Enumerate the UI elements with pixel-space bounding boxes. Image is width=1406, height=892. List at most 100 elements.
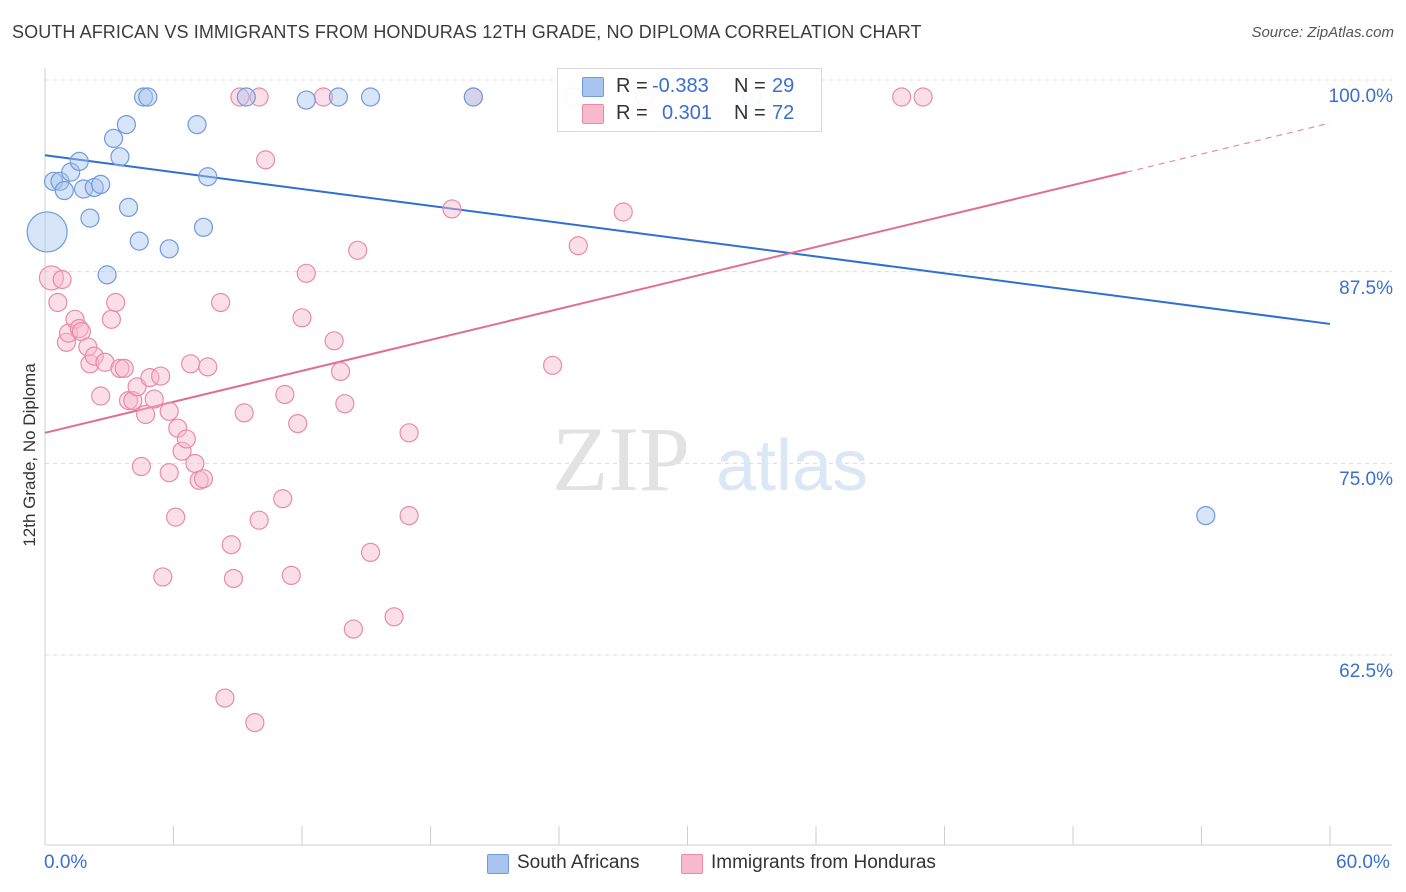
point-honduras: [221, 535, 241, 555]
point-south-africans: [159, 239, 179, 259]
point-honduras: [613, 202, 633, 222]
point-honduras: [144, 389, 164, 409]
legend-r-value: 0.301: [662, 102, 713, 124]
point-south-africans: [116, 114, 136, 135]
y-tick-label: 87.5%: [1339, 277, 1393, 299]
point-south-africans: [80, 208, 100, 228]
point-honduras: [255, 150, 276, 170]
point-honduras: [114, 358, 134, 378]
axes: [44, 68, 1392, 846]
legend-r-value: -0.383: [652, 75, 709, 97]
point-honduras: [118, 391, 139, 411]
y-tick-label: 75.0%: [1339, 469, 1393, 491]
point-honduras: [211, 292, 231, 313]
point-honduras: [292, 308, 312, 328]
point-south-africans: [296, 90, 316, 110]
point-honduras: [296, 263, 316, 283]
point-honduras: [181, 354, 201, 374]
point-honduras: [215, 688, 235, 708]
point-south-africans: [1196, 505, 1216, 526]
point-south-africans: [187, 114, 207, 135]
point-honduras: [65, 309, 85, 329]
point-south-africans: [236, 87, 256, 107]
point-honduras: [281, 565, 301, 586]
point-honduras: [106, 292, 126, 313]
point-honduras: [399, 423, 419, 443]
point-honduras: [542, 355, 563, 375]
point-honduras: [384, 607, 404, 627]
legend-n-label: N =: [734, 102, 766, 124]
point-honduras: [275, 384, 295, 405]
point-honduras: [335, 394, 355, 414]
point-south-africans: [118, 197, 139, 217]
point-honduras: [91, 386, 111, 406]
bottom-legend-label: Immigrants from Honduras: [711, 852, 936, 873]
point-honduras: [52, 269, 72, 290]
trend-lines: [44, 122, 1331, 434]
x-tick-label-max: 60.0%: [1336, 852, 1390, 873]
y-tick-label: 62.5%: [1339, 661, 1393, 682]
y-tick-label: 100.0%: [1328, 86, 1393, 107]
point-south-africans: [463, 87, 483, 107]
point-honduras: [172, 441, 192, 461]
y-axis-label: 12th Grade, No Diploma: [20, 363, 39, 547]
watermark-zip: ZIP: [552, 408, 690, 510]
chart-title: SOUTH AFRICAN VS IMMIGRANTS FROM HONDURA…: [12, 22, 922, 42]
point-honduras: [348, 240, 368, 260]
legend-swatch-blue: [582, 77, 604, 97]
point-honduras: [273, 489, 293, 509]
x-tick-label-min: 0.0%: [44, 852, 88, 873]
point-honduras: [245, 712, 265, 733]
point-honduras: [913, 87, 933, 107]
legend-n-value: 29: [772, 75, 795, 97]
point-south-africans: [328, 87, 349, 107]
point-honduras: [159, 463, 179, 483]
source-label: Source: ZipAtlas.com: [1251, 24, 1394, 41]
point-honduras: [166, 507, 186, 527]
trend-line-honduras-extrapolated: [1126, 122, 1331, 173]
point-south-africans: [69, 151, 89, 171]
point-honduras: [892, 87, 912, 107]
point-south-africans: [110, 147, 130, 167]
point-south-africans: [91, 174, 111, 194]
point-south-africans: [138, 87, 158, 107]
trend-line-south-africans: [44, 154, 1331, 325]
point-south-africans: [97, 265, 117, 285]
point-south-africans: [103, 128, 124, 148]
point-south-africans: [129, 231, 149, 251]
point-south-africans: [133, 87, 154, 107]
point-honduras: [223, 568, 244, 589]
bottom-legend-swatch-blue: [487, 854, 509, 874]
point-south-africans: [198, 167, 218, 187]
point-honduras: [84, 346, 104, 366]
point-honduras: [442, 199, 462, 219]
watermark: ZIP atlas: [552, 408, 868, 510]
point-honduras: [343, 619, 363, 639]
point-honduras: [249, 510, 269, 530]
point-honduras: [151, 366, 171, 386]
bottom-legend-label: South Africans: [517, 852, 640, 873]
point-honduras: [198, 357, 218, 377]
point-honduras: [159, 401, 179, 421]
point-honduras: [360, 542, 381, 563]
bottom-legend-swatch-pink: [681, 854, 703, 874]
trend-line-honduras: [44, 171, 1127, 434]
watermark-atlas: atlas: [716, 426, 868, 506]
point-honduras: [69, 318, 89, 339]
point-honduras: [110, 358, 130, 378]
point-honduras: [136, 404, 156, 424]
point-honduras: [48, 292, 68, 313]
correlation-legend: R = -0.383 N = 29 R = 0.301 N = 72: [557, 68, 822, 132]
point-honduras: [399, 505, 419, 526]
point-honduras: [230, 87, 250, 107]
legend-swatch-pink: [582, 104, 604, 124]
legend-n-value: 72: [772, 102, 795, 124]
point-south-africans: [54, 180, 74, 201]
point-south-africans: [360, 87, 381, 107]
point-honduras: [568, 236, 588, 256]
point-honduras: [330, 361, 351, 382]
point-honduras: [101, 309, 121, 329]
grid-lines: [45, 79, 1392, 656]
point-honduras: [176, 429, 196, 449]
